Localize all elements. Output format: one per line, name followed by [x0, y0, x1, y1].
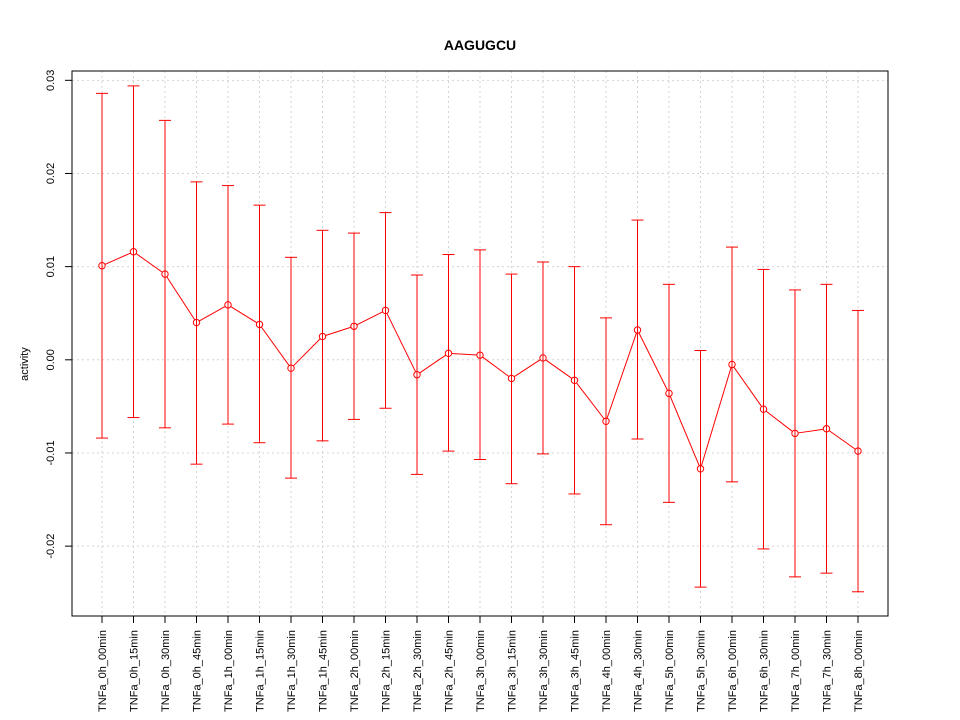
- series-line-segment: [104, 252, 131, 265]
- series-line-segment: [669, 396, 700, 467]
- data-point: [633, 326, 642, 334]
- data-point: [318, 332, 327, 341]
- series-line-segment: [513, 359, 541, 378]
- data-point: [507, 374, 516, 383]
- series-line-segment: [325, 326, 352, 336]
- series-line-segment: [166, 276, 196, 321]
- data-point: [854, 447, 862, 455]
- x-tick-label: TNFa_3h_15min: [507, 630, 519, 712]
- y-tick-label: 0.02: [45, 163, 57, 184]
- x-tick-label: TNFa_0h_45min: [192, 630, 204, 712]
- chart-title: AAGUGCU: [444, 37, 516, 53]
- series-line-segment: [798, 428, 824, 434]
- data-point: [444, 349, 453, 357]
- data-point: [570, 376, 579, 384]
- plot-frame: [71, 70, 889, 617]
- data-point: [98, 262, 106, 270]
- data-point: [255, 320, 264, 329]
- data-point: [602, 417, 610, 425]
- series-line-segment: [386, 313, 417, 373]
- x-tick-label: TNFa_5h_30min: [696, 630, 708, 712]
- x-tick-label: TNFa_4h_00min: [601, 630, 613, 712]
- x-tick-label: TNFa_0h_15min: [129, 630, 141, 712]
- error-bars: [96, 85, 864, 593]
- y-tick-label: -0.02: [45, 534, 57, 559]
- x-tick-label: TNFa_1h_30min: [286, 630, 298, 712]
- x-tick-label: TNFa_1h_00min: [223, 630, 235, 712]
- data-point: [728, 360, 736, 369]
- data-point: [791, 429, 799, 438]
- x-tick-label: TNFa_6h_30min: [759, 630, 771, 712]
- series-line-segment: [260, 326, 290, 366]
- y-tick-label: 0.00: [45, 349, 57, 370]
- series-line-segment: [419, 354, 447, 374]
- data-point: [287, 364, 295, 372]
- x-tick-label: TNFa_7h_30min: [822, 630, 834, 712]
- data-point: [665, 389, 673, 398]
- x-tick-label: TNFa_8h_00min: [853, 630, 865, 712]
- series-line-segment: [482, 356, 510, 377]
- series-line-segment: [356, 311, 383, 326]
- x-tick-label: TNFa_7h_00min: [790, 630, 802, 712]
- series-line-segment: [451, 352, 477, 356]
- series-line-segment: [700, 367, 732, 466]
- series-line-segment: [638, 332, 669, 391]
- data-point: [161, 270, 169, 278]
- y-axis: -0.02 -0.01 0.00 0.01 0.02 0.03: [45, 70, 72, 559]
- y-tick-label: 0.01: [45, 256, 57, 277]
- series-line-segment: [230, 306, 258, 324]
- x-tick-label: TNFa_2h_15min: [381, 630, 393, 712]
- series-line-segment: [828, 430, 856, 450]
- data-point: [224, 301, 232, 309]
- y-tick-label: 0.03: [45, 70, 57, 91]
- data-point: [129, 248, 138, 256]
- x-tick-label: TNFa_2h_00min: [349, 630, 361, 712]
- data-point: [413, 371, 421, 379]
- series-line-segment: [765, 410, 793, 432]
- data-point: [476, 351, 484, 359]
- x-tick-label: TNFa_3h_30min: [538, 630, 550, 712]
- x-tick-label: TNFa_0h_30min: [160, 630, 172, 712]
- y-axis-label: activity: [19, 347, 31, 381]
- series-line-segment: [606, 332, 637, 419]
- data-point: [759, 405, 768, 413]
- data-point: [822, 425, 831, 433]
- data-point: [696, 465, 705, 473]
- data-point: [350, 322, 358, 330]
- x-tick-label: TNFa_1h_15min: [255, 630, 267, 712]
- x-tick-label: TNFa_1h_45min: [318, 630, 330, 712]
- x-tick-label: TNFa_2h_45min: [444, 630, 456, 712]
- x-tick-label: TNFa_0h_00min: [97, 630, 109, 712]
- series-line-segment: [545, 359, 573, 379]
- x-tick-label: TNFa_5h_00min: [664, 630, 676, 712]
- data-point: [192, 318, 201, 327]
- series-line-segment: [292, 338, 321, 367]
- series-line-segment: [733, 366, 763, 407]
- x-tick-label: TNFa_2h_30min: [412, 630, 424, 712]
- x-tick-label: TNFa_3h_45min: [570, 630, 582, 712]
- data-point: [539, 354, 547, 362]
- series-line-segment: [199, 305, 226, 322]
- x-tick-label: TNFa_6h_00min: [727, 630, 739, 712]
- x-tick-label: TNFa_3h_00min: [475, 630, 487, 712]
- y-tick-label: -0.01: [45, 440, 57, 465]
- series-line-segment: [135, 253, 163, 273]
- series-line-segment: [576, 382, 605, 420]
- x-axis: TNFa_0h_00min TNFa_0h_15min TNFa_0h_30min T…: [97, 616, 865, 712]
- series-activity: [98, 248, 862, 473]
- data-point: [381, 306, 390, 315]
- x-tick-label: TNFa_4h_30min: [633, 630, 645, 712]
